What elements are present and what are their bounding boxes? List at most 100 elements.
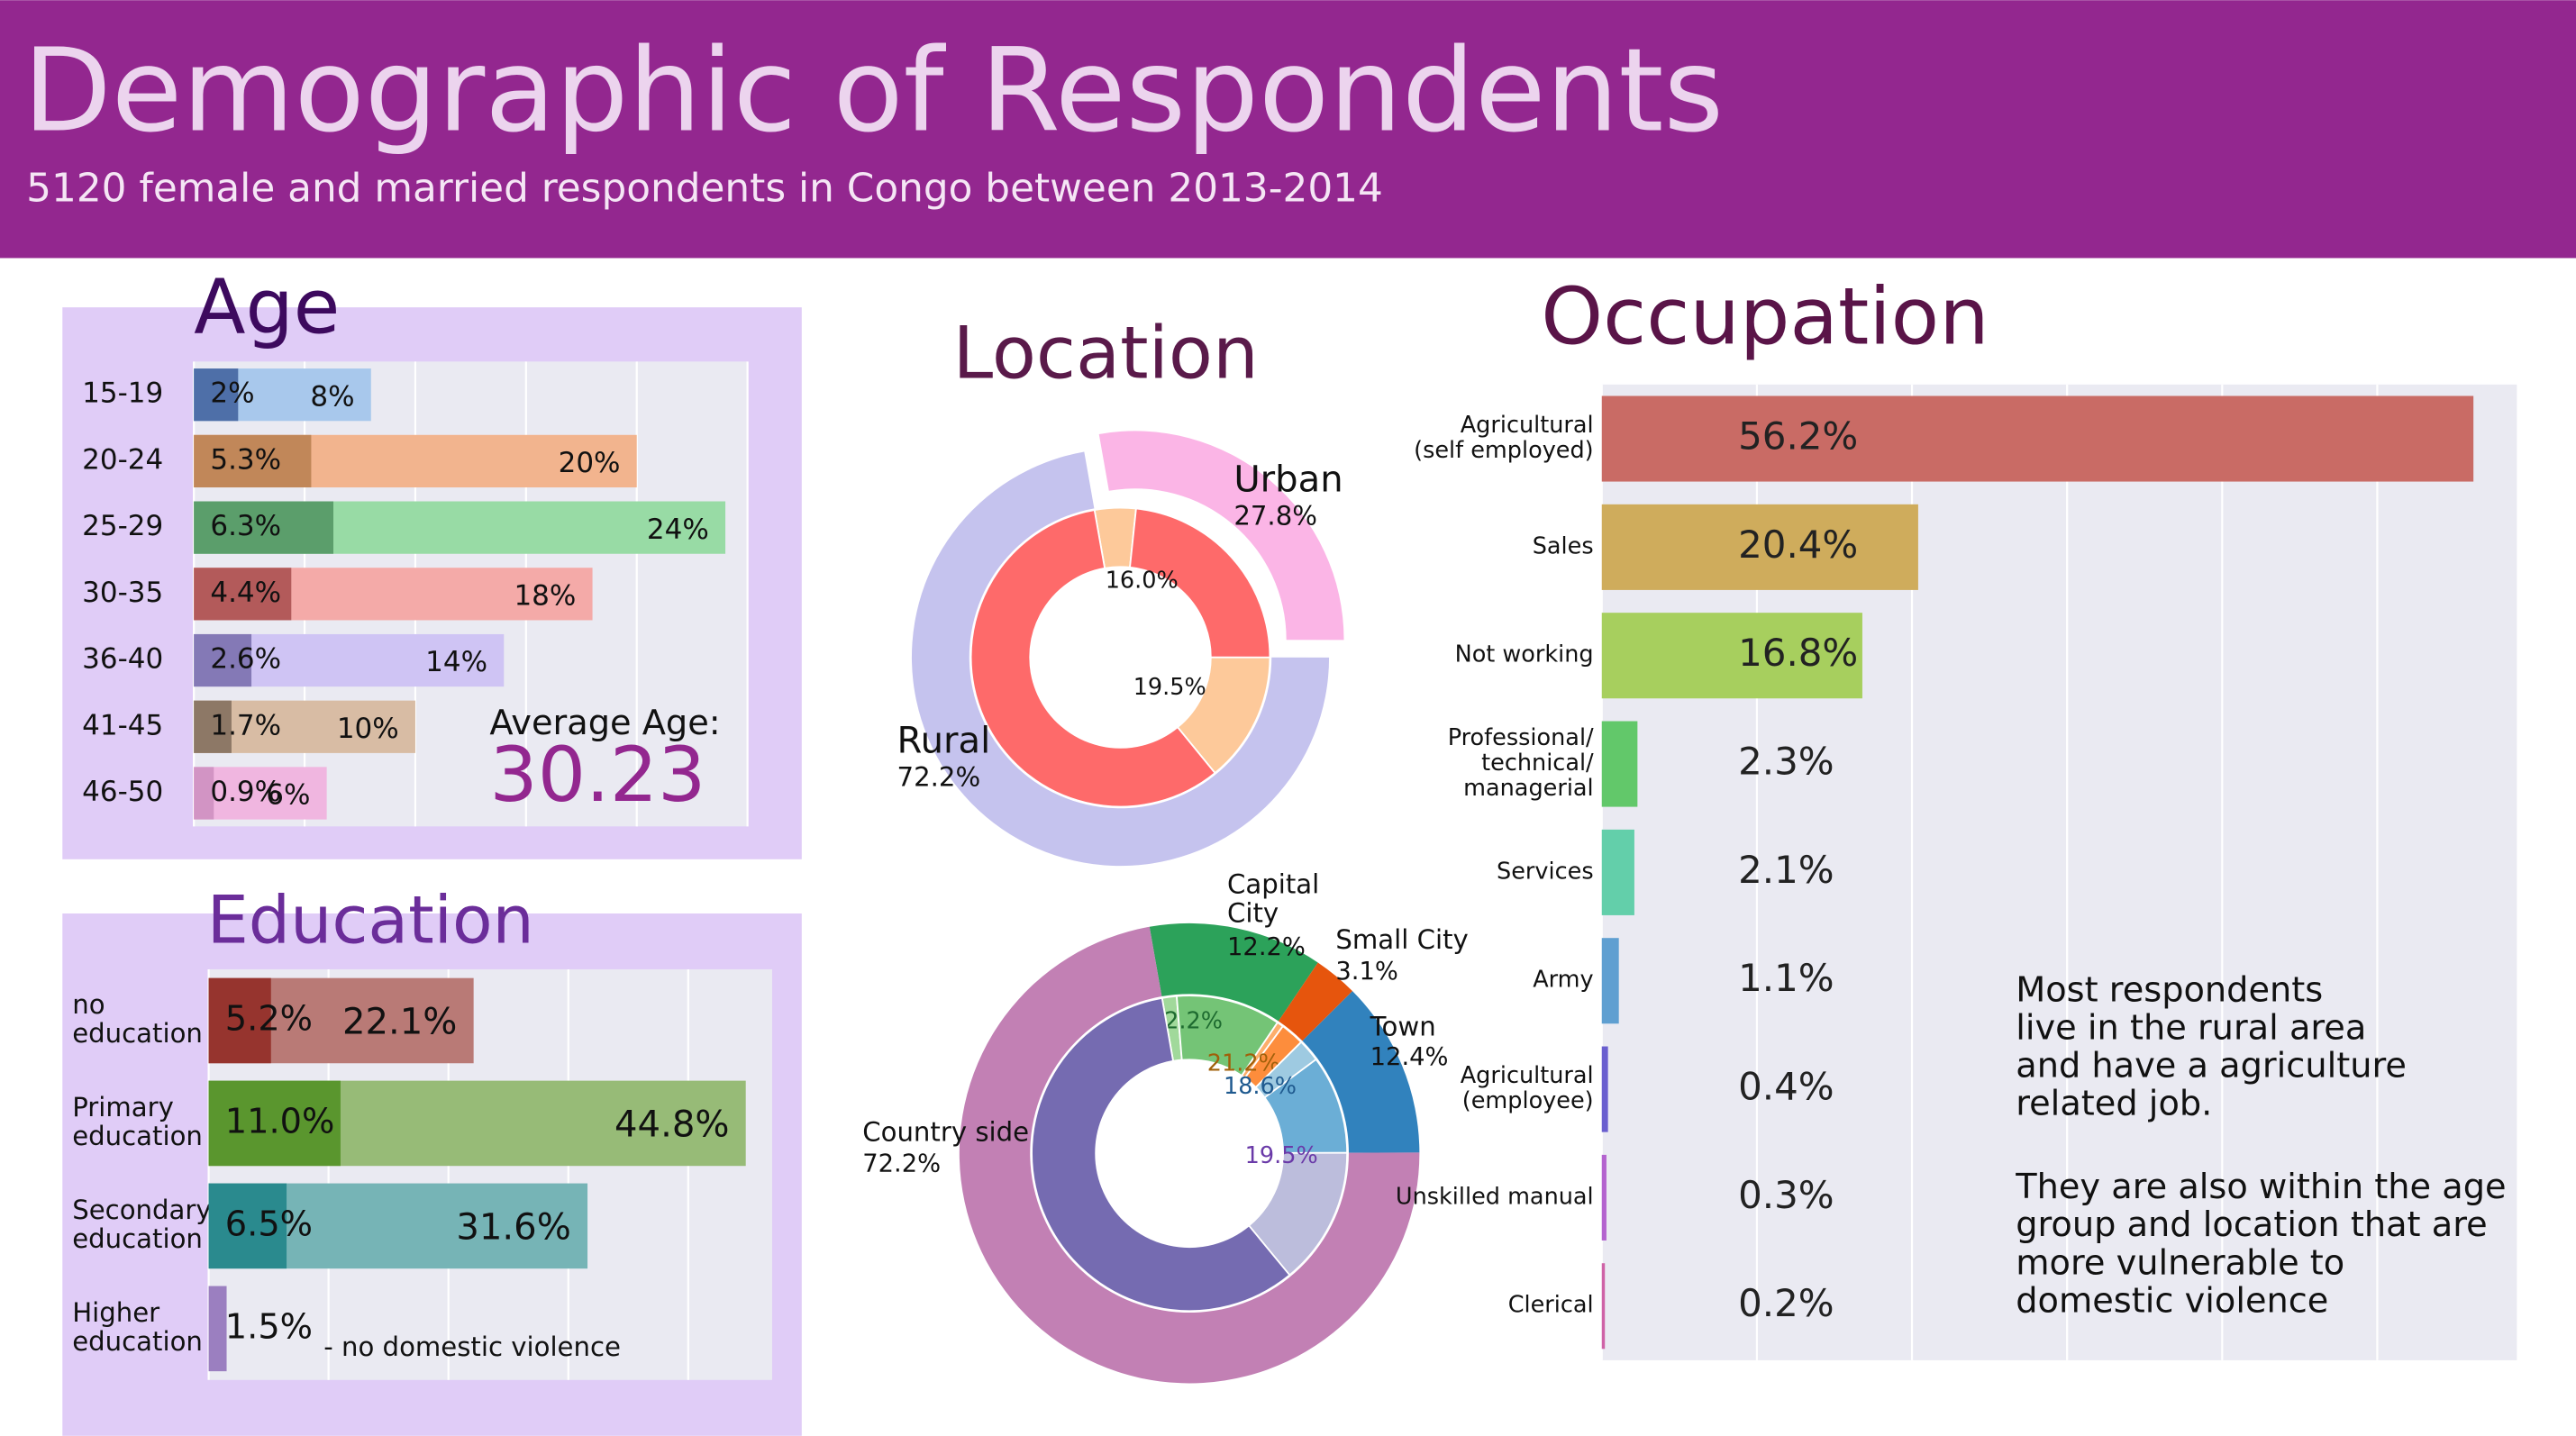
outer-slice xyxy=(1278,962,1353,1041)
bar xyxy=(194,368,239,422)
value-label: 6.3% xyxy=(210,510,281,542)
y-tick-label: Higher education xyxy=(72,1297,203,1357)
inner-slice-rest xyxy=(1031,996,1291,1313)
value-label: 14% xyxy=(425,646,487,678)
y-tick-label: 25-29 xyxy=(82,510,163,542)
value-label: 20% xyxy=(559,447,621,479)
value-label: 6.5% xyxy=(225,1204,313,1244)
y-tick-label: 46-50 xyxy=(82,776,163,808)
inner-value-label: 21.2% xyxy=(1207,1050,1280,1077)
value-label: 22.1% xyxy=(342,1002,457,1043)
value-label: 0.3% xyxy=(1738,1173,1834,1217)
y-tick-label: Agricultural (self employed) xyxy=(1414,412,1594,464)
value-label: 16.8% xyxy=(1738,631,1858,675)
section-title: Location xyxy=(953,312,1259,395)
value-label: 12.2% xyxy=(1227,933,1306,961)
value-label: 0.4% xyxy=(1738,1065,1834,1109)
bar xyxy=(208,1286,227,1372)
y-tick-label: 20-24 xyxy=(82,443,163,476)
value-label: 1.7% xyxy=(210,709,281,741)
value-label: 24% xyxy=(647,514,709,546)
average-value: 30.23 xyxy=(489,731,705,819)
bar xyxy=(208,977,271,1064)
y-tick-label: Services xyxy=(1497,858,1594,885)
value-label: 6% xyxy=(266,779,310,812)
value-label: 0.2% xyxy=(1738,1281,1834,1325)
value-label: 72.2% xyxy=(862,1150,941,1177)
y-tick-label: 41-45 xyxy=(82,709,163,741)
value-label: 20.4% xyxy=(1738,523,1858,567)
value-label: 1.1% xyxy=(1738,956,1834,1000)
bar xyxy=(1601,1154,1607,1241)
header-band xyxy=(0,0,2576,259)
inner-value-label: 18.6% xyxy=(1224,1073,1297,1100)
bar xyxy=(1601,1263,1606,1350)
bar xyxy=(194,633,252,687)
value-label: 1.5% xyxy=(225,1306,313,1347)
note: - no domestic violence xyxy=(323,1331,621,1362)
y-tick-label: Secondary education xyxy=(72,1195,211,1254)
category-label: Rural xyxy=(897,720,991,761)
bar xyxy=(1601,613,1862,699)
page-title: Demographic of Respondents xyxy=(23,25,1724,159)
bar xyxy=(1601,1046,1608,1132)
y-tick-label: 15-19 xyxy=(82,377,163,410)
value-label: 2.1% xyxy=(1738,848,1834,892)
bar xyxy=(194,767,327,820)
section-title: Occupation xyxy=(1541,270,1989,362)
y-tick-label: Clerical xyxy=(1508,1292,1594,1319)
category-label: Country side xyxy=(862,1116,1029,1147)
inner-value-label: 16.0% xyxy=(1106,568,1179,595)
y-tick-label: Army xyxy=(1533,967,1593,994)
category-label: Town xyxy=(1370,1012,1436,1042)
outer-slice xyxy=(1302,991,1420,1153)
category-label: Urban xyxy=(1233,459,1343,500)
category-label: Capital City xyxy=(1227,868,1319,928)
inner-value-label: 19.5% xyxy=(1245,1142,1318,1169)
value-label: 31.6% xyxy=(456,1207,570,1249)
note-text: They are also within the age group and lo… xyxy=(2015,1167,2506,1321)
value-label: 0.9% xyxy=(210,776,281,808)
y-tick-label: no education xyxy=(72,989,203,1049)
category-label: Small City xyxy=(1335,924,1468,955)
inner-slice-rest xyxy=(1129,507,1271,659)
value-label: 12.4% xyxy=(1370,1043,1449,1071)
average-label: Average Age: xyxy=(489,703,720,743)
bar xyxy=(194,767,214,820)
y-tick-label: Professional/technical/managerial xyxy=(1448,724,1594,802)
y-tick-label: Unskilled manual xyxy=(1396,1183,1594,1210)
section-title: Education xyxy=(207,883,534,959)
bar xyxy=(194,434,312,488)
page-subtitle: 5120 female and married respondents in C… xyxy=(26,166,1383,212)
outer-slice xyxy=(1098,431,1344,641)
inner-value-label: 19.5% xyxy=(1133,674,1206,701)
bar xyxy=(1601,721,1638,807)
value-label: 18% xyxy=(514,579,576,612)
bar xyxy=(1601,504,1918,590)
inner-slice-rest xyxy=(969,509,1216,808)
value-label: 8% xyxy=(310,380,354,413)
value-label: 5.3% xyxy=(210,443,281,476)
y-tick-label: Agricultural (employee) xyxy=(1461,1062,1594,1114)
bar xyxy=(208,1080,341,1167)
outer-slice xyxy=(959,926,1420,1384)
bar xyxy=(208,1183,287,1269)
bar xyxy=(1601,938,1619,1024)
value-label: 5.2% xyxy=(225,998,313,1039)
bar xyxy=(1601,395,2474,482)
y-tick-label: Primary education xyxy=(72,1092,203,1151)
y-tick-label: Sales xyxy=(1533,532,1594,559)
value-label: 72.2% xyxy=(897,761,981,792)
value-label: 2% xyxy=(210,377,254,410)
y-tick-label: Not working xyxy=(1455,641,1594,668)
value-label: 2.3% xyxy=(1738,740,1834,784)
value-label: 4.4% xyxy=(210,577,281,609)
y-tick-label: 36-40 xyxy=(82,643,163,676)
bar xyxy=(194,568,292,621)
value-label: 11.0% xyxy=(225,1101,335,1141)
bar xyxy=(194,501,333,554)
value-label: 2.6% xyxy=(210,643,281,676)
value-label: 27.8% xyxy=(1233,501,1317,532)
outer-slice xyxy=(1149,922,1318,1022)
